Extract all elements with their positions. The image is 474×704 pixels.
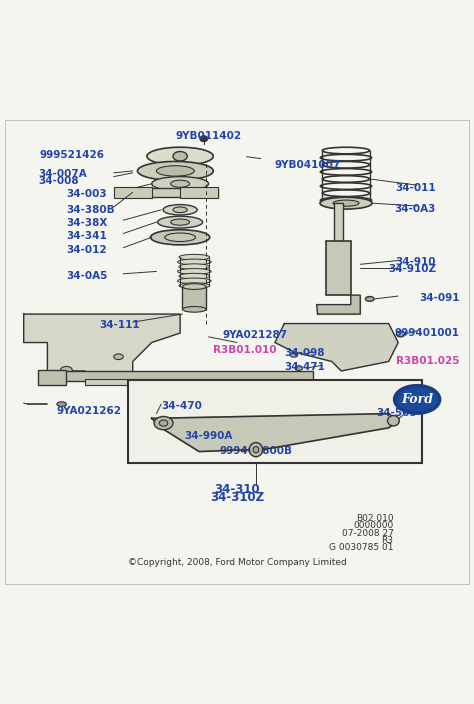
Text: 34-111: 34-111 (100, 320, 140, 329)
Text: 9YB011402: 9YB011402 (175, 132, 242, 142)
Text: R3B01.025: R3B01.025 (396, 356, 460, 367)
Bar (326, 241, 351, 295)
Ellipse shape (320, 197, 372, 209)
Text: 34-470: 34-470 (161, 401, 202, 410)
Ellipse shape (147, 147, 213, 165)
Text: 07-2008 27: 07-2008 27 (342, 529, 393, 538)
Text: 34-003: 34-003 (66, 189, 107, 199)
Ellipse shape (394, 386, 439, 413)
Text: 34-007A: 34-007A (38, 169, 87, 180)
Ellipse shape (333, 200, 359, 206)
Ellipse shape (179, 264, 210, 270)
Ellipse shape (365, 296, 374, 301)
Polygon shape (24, 314, 180, 380)
Text: 34-0A3: 34-0A3 (395, 204, 436, 214)
Ellipse shape (173, 151, 187, 161)
Ellipse shape (171, 219, 190, 225)
Ellipse shape (177, 259, 211, 265)
Ellipse shape (61, 367, 72, 374)
Ellipse shape (182, 306, 206, 312)
Ellipse shape (157, 216, 202, 228)
Text: 999521426: 999521426 (39, 150, 104, 161)
Bar (85, 379, 299, 385)
Polygon shape (317, 295, 360, 314)
Ellipse shape (114, 354, 123, 360)
Ellipse shape (177, 278, 211, 284)
Bar (57, 371, 313, 382)
Text: 34-471: 34-471 (284, 362, 325, 372)
Polygon shape (275, 324, 398, 371)
Text: 34-091: 34-091 (419, 293, 460, 303)
Ellipse shape (179, 273, 210, 279)
Ellipse shape (179, 283, 210, 289)
Text: 34-098: 34-098 (284, 348, 325, 358)
Ellipse shape (253, 446, 259, 453)
Text: 0000000: 0000000 (353, 522, 393, 530)
Bar (182, 287, 206, 309)
Text: 34-38X: 34-38X (66, 218, 108, 228)
Text: Ford: Ford (401, 393, 433, 406)
Text: 34-310: 34-310 (214, 483, 260, 496)
Text: 999400800B: 999400800B (219, 446, 292, 455)
Ellipse shape (290, 353, 298, 357)
Text: 34-910: 34-910 (396, 257, 436, 267)
Ellipse shape (156, 165, 194, 176)
Text: R3B01.010: R3B01.010 (213, 345, 277, 355)
Bar (114, 187, 152, 199)
Text: 34-0A5: 34-0A5 (66, 271, 108, 281)
Ellipse shape (295, 366, 302, 370)
Ellipse shape (171, 180, 190, 187)
Ellipse shape (137, 161, 213, 180)
Bar (133, 188, 218, 196)
Ellipse shape (249, 443, 263, 457)
Text: 34-990A: 34-990A (184, 431, 233, 441)
Text: 34-011: 34-011 (395, 184, 436, 194)
Ellipse shape (182, 284, 206, 289)
Text: G 0030785 01: G 0030785 01 (329, 543, 393, 552)
Text: 34-341: 34-341 (66, 231, 107, 241)
Text: ©Copyright, 2008, Ford Motor Company Limited: ©Copyright, 2008, Ford Motor Company Lim… (128, 558, 346, 567)
Text: 9YB041007: 9YB041007 (275, 160, 341, 170)
Ellipse shape (179, 254, 210, 260)
Ellipse shape (159, 420, 168, 426)
Bar (334, 203, 343, 243)
Text: 34-310Z: 34-310Z (210, 491, 264, 505)
Ellipse shape (177, 268, 211, 275)
Polygon shape (152, 414, 398, 451)
Text: R3: R3 (382, 536, 393, 545)
Text: 34-565: 34-565 (376, 408, 417, 417)
Ellipse shape (396, 331, 405, 337)
Ellipse shape (57, 402, 66, 406)
Ellipse shape (200, 136, 208, 142)
Ellipse shape (151, 230, 210, 245)
Text: 34-008: 34-008 (38, 177, 79, 187)
Text: 34-380B: 34-380B (66, 205, 115, 215)
Text: 34-012: 34-012 (66, 245, 107, 255)
Text: 999401001: 999401001 (395, 327, 460, 337)
Bar (38, 370, 66, 385)
Text: 34-910Z: 34-910Z (388, 264, 436, 274)
Ellipse shape (387, 415, 399, 426)
Ellipse shape (154, 417, 173, 429)
Text: 9YA021287: 9YA021287 (223, 330, 288, 341)
Ellipse shape (163, 205, 197, 215)
Ellipse shape (173, 207, 187, 213)
Text: B02.010: B02.010 (356, 515, 393, 523)
Text: 9YA021262: 9YA021262 (57, 406, 122, 416)
Ellipse shape (152, 177, 209, 191)
Bar (128, 380, 422, 463)
Bar (180, 187, 218, 199)
